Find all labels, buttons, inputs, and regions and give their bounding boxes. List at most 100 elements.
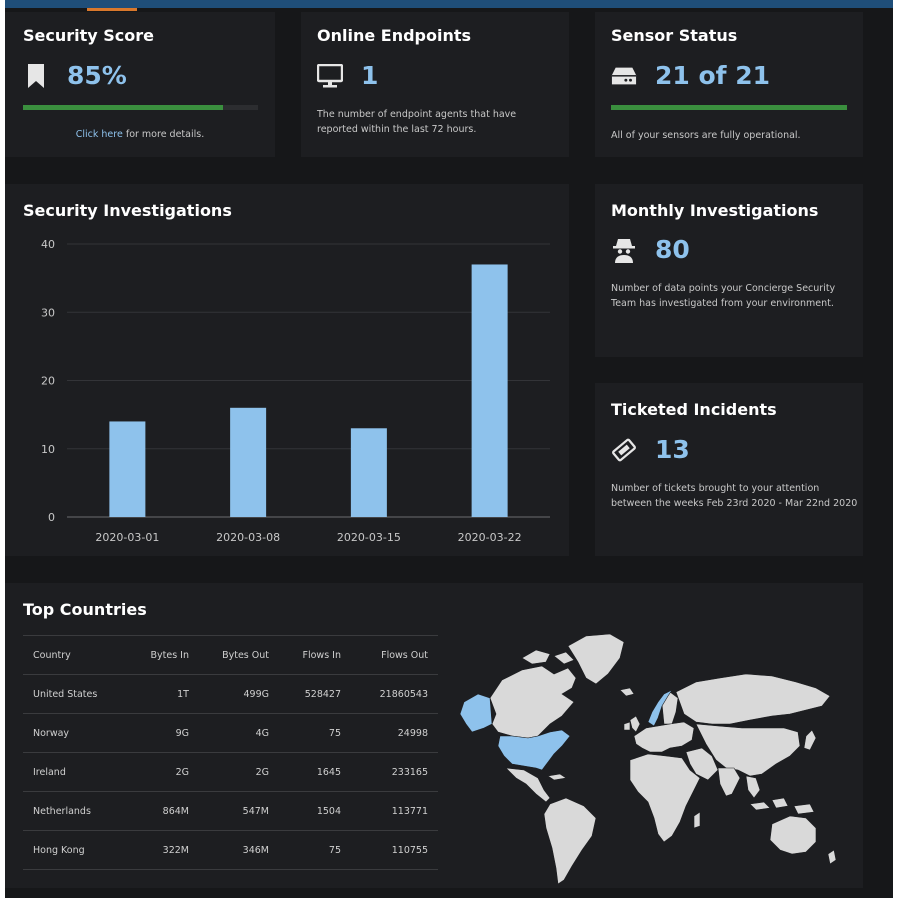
bytes-in-cell: 1T — [129, 674, 189, 714]
top-countries-table: Country Bytes In Bytes Out Flows In Flow… — [23, 635, 438, 870]
top-nav-bar — [5, 0, 893, 8]
map-united-kingdom[interactable] — [629, 715, 641, 733]
card-title: Sensor Status — [611, 26, 738, 45]
metric-row: 85% — [23, 61, 127, 90]
map-canada[interactable] — [489, 665, 577, 739]
column-header[interactable]: Flows Out — [341, 635, 438, 675]
map-japan[interactable] — [803, 729, 817, 751]
bytes-in-cell: 322M — [129, 830, 189, 870]
sensor-status-card: Sensor Status 21 of 21 All of your senso… — [595, 12, 863, 157]
online-endpoints-value: 1 — [361, 61, 379, 90]
security-score-card: Security Score 85% Click here for more d… — [5, 12, 275, 157]
map-asia[interactable] — [695, 723, 801, 777]
map-india[interactable] — [717, 767, 741, 797]
map-southeast-asia[interactable] — [745, 775, 761, 799]
flows-in-cell: 1504 — [269, 791, 341, 831]
bytes-in-cell: 864M — [129, 791, 189, 831]
table-row: United States 1T 499G 528427 21860543 — [23, 674, 438, 714]
flows-out-cell: 24998 — [341, 713, 438, 753]
security-score-value: 85% — [67, 61, 127, 90]
chart-bar[interactable] — [230, 407, 267, 517]
ticketed-incidents-description: Number of tickets brought to your attent… — [611, 483, 858, 509]
map-new-zealand — [827, 849, 837, 865]
x-tick-label: 2020-03-01 — [95, 531, 159, 544]
table-row: Norway 9G 4G 75 24998 — [23, 713, 438, 753]
map-europe[interactable] — [633, 721, 695, 753]
spy-icon — [611, 237, 637, 263]
sensor-status-description: All of your sensors are fully operationa… — [611, 130, 801, 141]
progress-fill — [23, 105, 223, 110]
column-header[interactable]: Bytes Out — [189, 635, 269, 675]
map-indonesia-2 — [771, 797, 789, 809]
chart-bar[interactable] — [350, 428, 387, 517]
flows-in-cell: 528427 — [269, 674, 341, 714]
details-suffix: for more details. — [122, 129, 205, 140]
map-cuba — [547, 773, 567, 781]
dashboard: Security Score 85% Click here for more d… — [5, 0, 893, 898]
bytes-out-cell: 2G — [189, 752, 269, 792]
security-investigations-chart: 0 10 20 30 40 2020-03-01 2020-03-08 2020-03-15 2… — [41, 238, 550, 544]
table-row: Hong Kong 322M 346M 75 110755 — [23, 830, 438, 870]
flows-in-cell: 75 — [269, 713, 341, 753]
map-south-america[interactable] — [543, 797, 597, 885]
card-title: Ticketed Incidents — [611, 400, 777, 419]
column-header[interactable]: Country — [23, 635, 129, 675]
card-title: Security Investigations — [23, 201, 232, 220]
y-tick-label: 40 — [41, 238, 55, 251]
bookmark-icon — [23, 63, 49, 89]
y-tick-label: 0 — [48, 511, 55, 524]
flows-out-cell: 110755 — [341, 830, 438, 870]
ticketed-incidents-value: 13 — [655, 435, 690, 464]
column-header[interactable]: Flows In — [269, 635, 341, 675]
map-norway[interactable] — [647, 689, 673, 727]
map-iceland — [619, 687, 635, 697]
country-cell: Hong Kong — [23, 830, 129, 870]
map-arctic-islands-2 — [553, 651, 575, 665]
bytes-out-cell: 4G — [189, 713, 269, 753]
flows-out-cell: 233165 — [341, 752, 438, 792]
top-countries-card: Top Countries Country Bytes In Bytes Out… — [5, 583, 863, 888]
map-russia[interactable] — [675, 673, 831, 725]
metric-row: 80 — [611, 235, 690, 264]
chart-bar[interactable] — [471, 264, 508, 517]
map-mexico[interactable] — [505, 767, 551, 803]
flows-in-cell: 1645 — [269, 752, 341, 792]
metric-row: 1 — [317, 61, 378, 90]
online-endpoints-description: The number of endpoint agents that have … — [317, 109, 517, 135]
country-cell: Ireland — [23, 752, 129, 792]
y-tick-label: 10 — [41, 443, 55, 456]
map-greenland[interactable] — [567, 633, 625, 685]
map-africa[interactable] — [629, 753, 701, 843]
map-united-states[interactable] — [497, 729, 571, 771]
country-cell: Norway — [23, 713, 129, 753]
ticketed-incidents-card: Ticketed Incidents 13 Number of tickets … — [595, 383, 863, 556]
monthly-investigations-value: 80 — [655, 235, 690, 264]
x-tick-label: 2020-03-08 — [216, 531, 280, 544]
y-tick-label: 30 — [41, 306, 55, 319]
flows-in-cell: 75 — [269, 830, 341, 870]
bytes-out-cell: 346M — [189, 830, 269, 870]
y-tick-label: 20 — [41, 375, 55, 388]
table-header-row: Country Bytes In Bytes Out Flows In Flow… — [23, 635, 438, 675]
monitor-icon — [317, 63, 343, 89]
card-title: Security Score — [23, 26, 155, 45]
table-row: Ireland 2G 2G 1645 233165 — [23, 752, 438, 792]
map-middle-east[interactable] — [685, 747, 719, 781]
column-header[interactable]: Bytes In — [129, 635, 189, 675]
click-here-link[interactable]: Click here — [75, 129, 123, 140]
map-ireland[interactable] — [623, 721, 631, 731]
map-australia[interactable] — [769, 815, 817, 855]
x-tick-label: 2020-03-22 — [458, 531, 522, 544]
card-title: Monthly Investigations — [611, 201, 819, 220]
map-alaska[interactable] — [459, 693, 493, 733]
sensor-status-value: 21 of 21 — [655, 61, 771, 90]
monthly-investigations-card: Monthly Investigations 80 Number of data… — [595, 184, 863, 357]
map-indonesia-1 — [749, 801, 771, 811]
bytes-out-cell: 499G — [189, 674, 269, 714]
flows-out-cell: 113771 — [341, 791, 438, 831]
x-tick-label: 2020-03-15 — [337, 531, 401, 544]
chart-bar[interactable] — [109, 421, 146, 517]
security-investigations-card: Security Investigations 0 10 20 30 40 2020-03… — [5, 184, 569, 556]
metric-row: 13 — [611, 435, 690, 464]
details-line: Click here for more details. — [5, 129, 275, 140]
